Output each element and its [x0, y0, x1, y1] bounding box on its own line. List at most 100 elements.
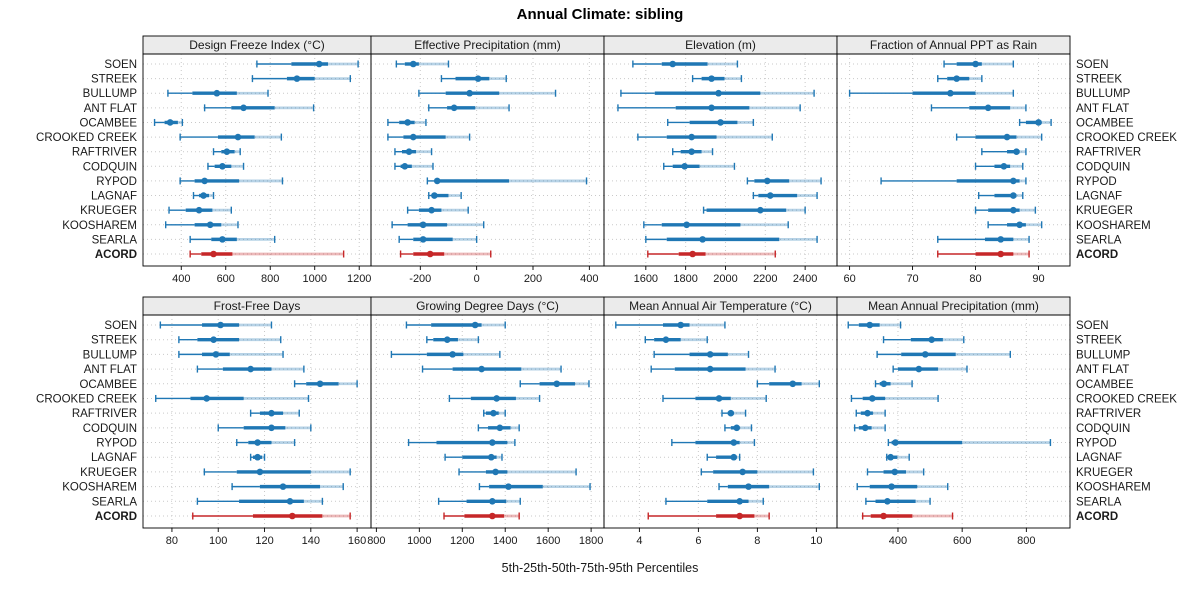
- median-dot: [892, 439, 899, 446]
- station-label-right: SOEN: [1076, 59, 1109, 71]
- median-dot: [706, 365, 714, 373]
- median-dot: [256, 468, 264, 476]
- median-dot: [210, 336, 217, 343]
- median-dot: [553, 380, 561, 388]
- median-dot: [861, 424, 869, 432]
- median-dot: [431, 192, 438, 199]
- axis-tick-label: 1200: [450, 535, 474, 547]
- median-dot: [677, 321, 684, 329]
- station-label-right: RYPOD: [1076, 176, 1117, 188]
- station-label-right: SEARLA: [1076, 496, 1122, 508]
- median-dot: [316, 380, 324, 388]
- axis-tick-label: 1400: [493, 535, 517, 547]
- station-label-left: KRUEGER: [80, 205, 137, 217]
- axis-tick-label: 600: [217, 273, 235, 285]
- median-dot: [466, 89, 473, 97]
- median-dot: [254, 439, 261, 446]
- median-dot: [505, 483, 512, 490]
- median-dot: [478, 365, 485, 373]
- axis-tick-label: 80: [969, 273, 981, 285]
- median-dot: [288, 512, 296, 520]
- median-dot: [891, 468, 899, 476]
- axis-tick-label: 100: [209, 535, 227, 547]
- axis-tick-label: 1800: [673, 273, 697, 285]
- median-dot: [928, 336, 935, 343]
- median-dot: [730, 453, 738, 461]
- station-label-right: CROOKED CREEK: [1076, 132, 1177, 144]
- panel-title: Elevation (m): [685, 38, 756, 52]
- median-dot: [279, 483, 287, 490]
- station-label-left: SOEN: [104, 320, 137, 332]
- median-dot: [268, 424, 275, 432]
- median-dot: [490, 409, 497, 417]
- median-dot: [293, 75, 301, 82]
- panel-title: Mean Annual Precipitation (mm): [868, 299, 1039, 313]
- station-label-right: BULLUMP: [1076, 88, 1131, 100]
- panel-plot-area: [370, 53, 605, 267]
- median-dot: [405, 148, 413, 155]
- median-dot: [254, 453, 261, 461]
- station-label-right: RAFTRIVER: [1076, 408, 1141, 420]
- median-dot: [315, 60, 323, 68]
- station-label-right: CODQUIN: [1076, 423, 1130, 435]
- median-dot: [200, 192, 207, 199]
- axis-tick-label: 6: [695, 535, 701, 547]
- median-dot: [489, 439, 496, 446]
- axis-tick-label: 800: [1017, 535, 1035, 547]
- median-dot: [234, 133, 242, 141]
- station-label-right: SEARLA: [1076, 234, 1122, 246]
- median-dot: [699, 236, 706, 243]
- median-dot: [1000, 163, 1008, 170]
- percentiles-caption: 5th-25th-50th-75th-95th Percentiles: [501, 561, 699, 575]
- station-label-left: ANT FLAT: [84, 103, 137, 115]
- median-dot: [947, 89, 954, 97]
- axis-tick-label: 1000: [302, 273, 326, 285]
- station-label-right: BULLUMP: [1076, 349, 1131, 361]
- median-dot: [409, 133, 417, 141]
- median-dot: [727, 409, 735, 417]
- station-label-right: STREEK: [1076, 335, 1122, 347]
- median-dot: [869, 395, 876, 402]
- station-label-right: ACORD: [1076, 511, 1118, 523]
- axis-tick-label: 400: [889, 535, 907, 547]
- axis-tick-label: 120: [255, 535, 273, 547]
- station-label-right: OCAMBEE: [1076, 117, 1134, 129]
- station-label-left: ACORD: [95, 511, 137, 523]
- panel-plot-area: [603, 53, 838, 267]
- axis-tick-label: 60: [843, 273, 855, 285]
- station-label-left: ACORD: [95, 249, 137, 261]
- axis-tick-label: 140: [302, 535, 320, 547]
- panel-title: Effective Precipitation (mm): [414, 38, 561, 52]
- axis-tick-label: 8: [754, 535, 760, 547]
- station-label-right: LAGNAF: [1076, 452, 1122, 464]
- station-label-left: LAGNAF: [91, 452, 137, 464]
- axis-tick-label: 1600: [536, 535, 560, 547]
- station-label-left: RAFTRIVER: [72, 147, 137, 159]
- median-dot: [789, 380, 797, 388]
- median-dot: [471, 321, 479, 329]
- station-label-left: CODQUIN: [83, 161, 137, 173]
- median-dot: [219, 163, 226, 170]
- median-dot: [864, 409, 871, 417]
- median-dot: [206, 221, 214, 229]
- axis-tick-label: 10: [810, 535, 822, 547]
- station-label-right: ANT FLAT: [1076, 364, 1129, 376]
- median-dot: [706, 351, 714, 358]
- station-label-left: RYPOD: [96, 176, 137, 188]
- panel-plot-area: [603, 314, 838, 529]
- station-label-right: LAGNAF: [1076, 191, 1122, 203]
- station-label-left: OCAMBEE: [79, 379, 137, 391]
- median-dot: [1010, 206, 1017, 214]
- median-dot: [489, 498, 496, 505]
- median-dot: [736, 512, 743, 520]
- median-dot: [688, 133, 695, 141]
- median-dot: [880, 512, 887, 520]
- axis-tick-label: 400: [172, 273, 190, 285]
- station-label-right: ANT FLAT: [1076, 103, 1129, 115]
- axis-tick-label: 1200: [347, 273, 371, 285]
- axis-tick-label: 1600: [634, 273, 658, 285]
- median-dot: [733, 424, 741, 432]
- station-label-left: SEARLA: [92, 496, 138, 508]
- station-label-left: SOEN: [104, 59, 137, 71]
- median-dot: [212, 351, 220, 358]
